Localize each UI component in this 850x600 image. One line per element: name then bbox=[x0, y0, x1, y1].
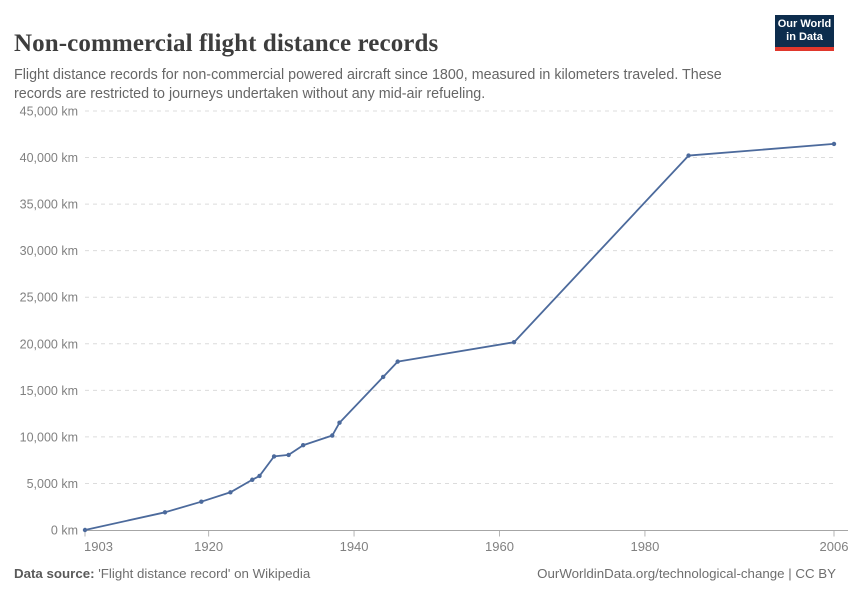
data-point bbox=[831, 141, 837, 147]
owid-logo-line1: Our World bbox=[777, 18, 832, 30]
data-point bbox=[257, 473, 262, 479]
record-line bbox=[84, 142, 835, 531]
data-point bbox=[228, 490, 233, 495]
data-point bbox=[199, 499, 204, 504]
x-tick-label: 1920 bbox=[194, 539, 223, 554]
x-tick-label: 1960 bbox=[485, 539, 514, 554]
owid-url-link[interactable]: OurWorldinData.org/technological-change … bbox=[537, 566, 836, 581]
data-source: Data source: 'Flight distance record' on… bbox=[14, 566, 310, 581]
data-point bbox=[300, 443, 306, 448]
chart-title: Non-commercial flight distance records bbox=[14, 29, 439, 57]
x-tick-label: 1940 bbox=[340, 539, 369, 554]
data-point bbox=[271, 454, 277, 459]
y-tick-label: 15,000 km bbox=[20, 384, 78, 398]
owid-logo[interactable]: Our World in Data bbox=[775, 15, 834, 51]
y-tick-label: 45,000 km bbox=[20, 105, 78, 119]
x-tick-label: 2006 bbox=[820, 539, 849, 554]
data-point bbox=[686, 153, 691, 158]
data-point bbox=[286, 452, 291, 458]
data-source-text: 'Flight distance record' on Wikipedia bbox=[94, 566, 311, 581]
y-tick-label: 40,000 km bbox=[20, 151, 78, 165]
x-tick-label: 1903 bbox=[84, 539, 113, 554]
y-tick-label: 5,000 km bbox=[27, 477, 78, 491]
y-tick-label: 20,000 km bbox=[20, 337, 78, 351]
y-tick-label: 0 km bbox=[51, 524, 78, 538]
owid-logo-line2: in Data bbox=[786, 31, 823, 43]
data-point bbox=[250, 477, 255, 482]
y-tick-label: 35,000 km bbox=[20, 198, 78, 212]
data-source-label: Data source: bbox=[14, 566, 95, 581]
data-point bbox=[337, 420, 342, 425]
data-point bbox=[395, 359, 400, 364]
x-tick-label: 1980 bbox=[630, 539, 659, 554]
data-point bbox=[380, 374, 386, 380]
data-point bbox=[162, 510, 168, 515]
data-point bbox=[330, 433, 335, 438]
y-tick-label: 30,000 km bbox=[20, 244, 78, 258]
y-tick-label: 25,000 km bbox=[20, 291, 78, 305]
chart-footer: Data source: 'Flight distance record' on… bbox=[14, 566, 836, 581]
y-tick-label: 10,000 km bbox=[20, 430, 78, 444]
chart-subtitle: Flight distance records for non-commerci… bbox=[14, 67, 722, 103]
data-point bbox=[82, 527, 88, 533]
data-point bbox=[511, 340, 517, 345]
